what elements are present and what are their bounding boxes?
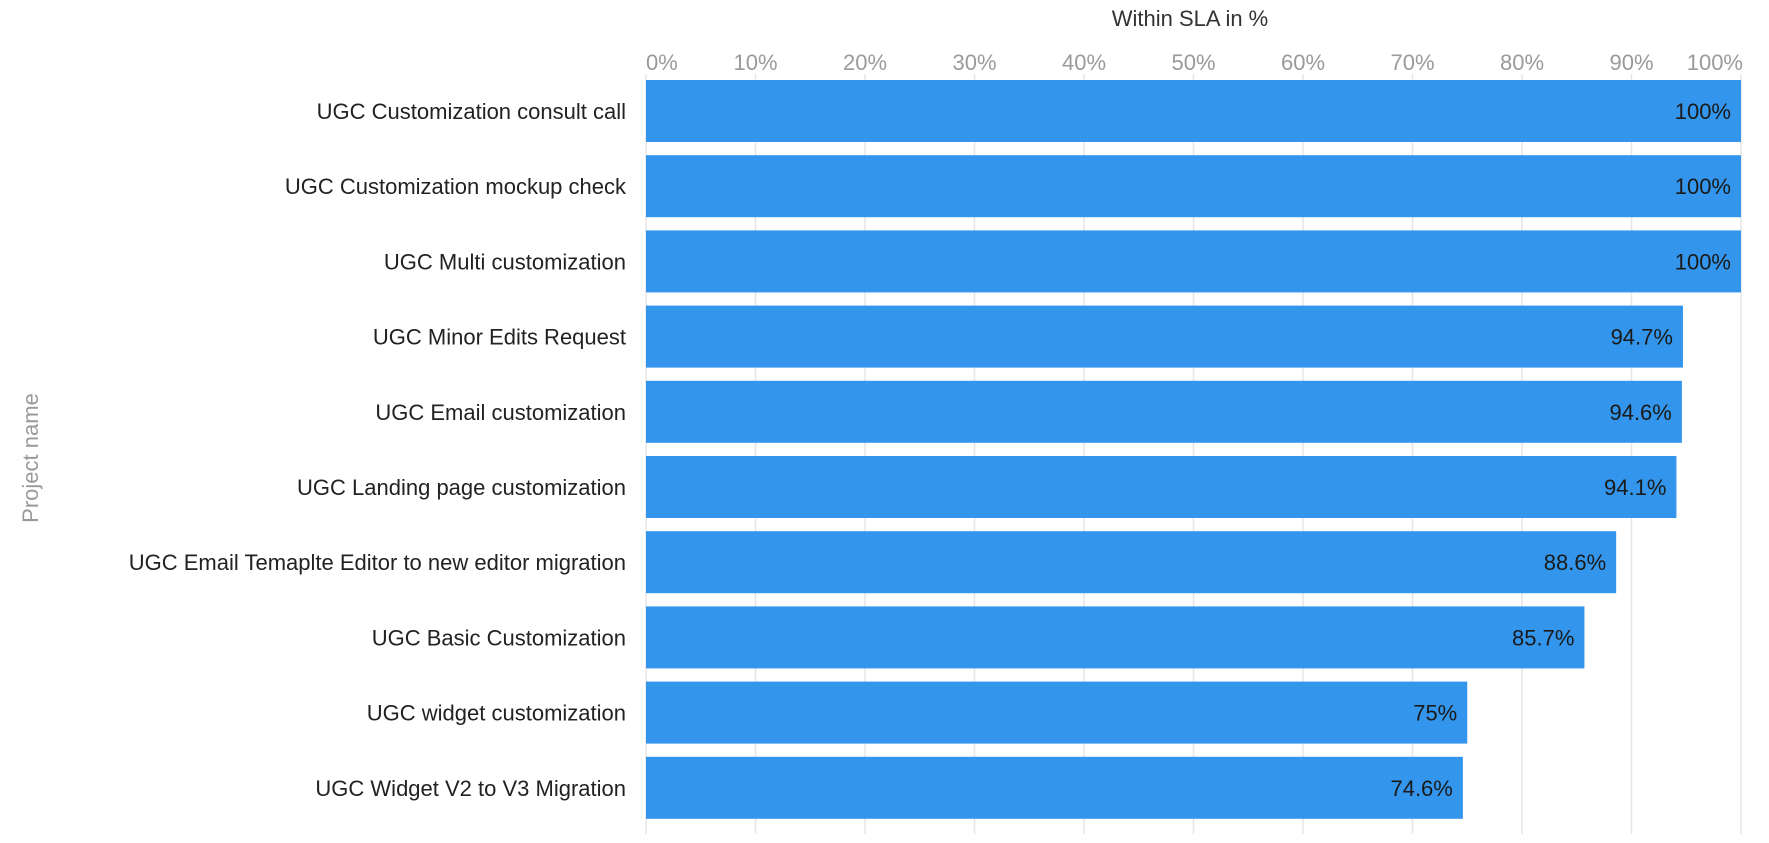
category-label: UGC Customization consult call <box>317 99 626 124</box>
bar[interactable] <box>646 80 1741 142</box>
value-label: 74.6% <box>1390 776 1452 801</box>
x-tick-label: 40% <box>1062 50 1106 75</box>
x-tick-label: 80% <box>1500 50 1544 75</box>
category-label: UGC Email customization <box>375 400 626 425</box>
bar[interactable] <box>646 456 1677 518</box>
category-label: UGC Basic Customization <box>372 625 626 650</box>
x-axis-title: Within SLA in % <box>1112 6 1269 31</box>
x-tick-label: 50% <box>1171 50 1215 75</box>
y-axis-title: Project name <box>18 393 43 523</box>
value-labels: 100% 100% 100% 94.7% 94.6% 94.1% 88.6% 85.7% 75%… <box>1390 99 1731 801</box>
bar[interactable] <box>646 531 1617 594</box>
category-labels: UGC Customization consult call UGC Custom… <box>129 99 627 801</box>
category-label: UGC Multi customization <box>384 249 626 274</box>
x-tick-label: 0% <box>646 50 678 75</box>
value-label: 100% <box>1675 249 1731 274</box>
x-tick-label: 10% <box>733 50 777 75</box>
x-tick-label: 90% <box>1609 50 1653 75</box>
x-tick-label: 60% <box>1281 50 1325 75</box>
bar[interactable] <box>646 756 1463 819</box>
category-label: UGC Landing page customization <box>297 475 626 500</box>
value-label: 100% <box>1675 99 1731 124</box>
bar[interactable] <box>646 230 1741 293</box>
bar[interactable] <box>646 606 1585 669</box>
category-label: UGC Customization mockup check <box>285 174 627 199</box>
x-tick-label: 30% <box>952 50 996 75</box>
value-label: 94.7% <box>1611 325 1673 350</box>
x-tick-label: 20% <box>843 50 887 75</box>
bar[interactable] <box>646 681 1468 744</box>
value-label: 75% <box>1413 701 1457 726</box>
bar[interactable] <box>646 155 1741 218</box>
x-tick-label: 70% <box>1390 50 1434 75</box>
value-label: 88.6% <box>1544 550 1606 575</box>
value-label: 85.7% <box>1512 625 1574 650</box>
category-label: UGC Widget V2 to V3 Migration <box>315 776 626 801</box>
bars <box>646 80 1741 819</box>
bar[interactable] <box>646 305 1683 368</box>
value-label: 94.6% <box>1609 400 1671 425</box>
category-label: UGC Email Temaplte Editor to new editor … <box>129 550 626 575</box>
category-label: UGC widget customization <box>367 701 626 726</box>
value-label: 94.1% <box>1604 475 1666 500</box>
x-axis-ticks: 0% 10% 20% 30% 40% 50% 60% 70% 80% 90% 100% <box>646 50 1743 75</box>
category-label: UGC Minor Edits Request <box>373 325 626 350</box>
bar[interactable] <box>646 380 1682 443</box>
x-tick-label: 100% <box>1687 50 1743 75</box>
value-label: 100% <box>1675 174 1731 199</box>
